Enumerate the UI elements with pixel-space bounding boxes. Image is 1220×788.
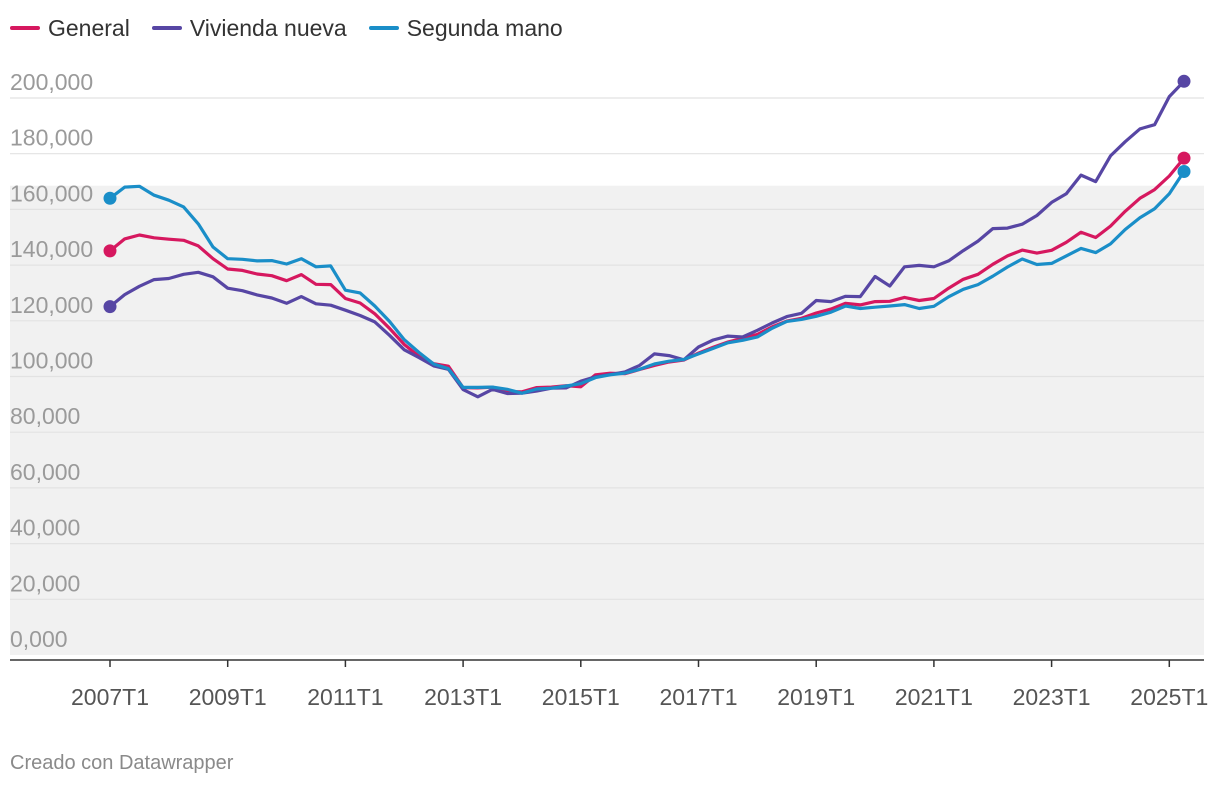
end-point-general[interactable] xyxy=(1177,151,1191,165)
y-tick-label: 140,000 xyxy=(10,236,93,262)
y-tick-label: 80,000 xyxy=(10,403,80,429)
start-point-general[interactable] xyxy=(103,244,117,258)
start-point-vivienda-nueva[interactable] xyxy=(103,300,117,314)
legend-item-segunda-mano[interactable]: Segunda mano xyxy=(368,14,563,42)
y-tick-label: 0,000 xyxy=(10,626,68,652)
footer-credit: Creado con Datawrapper xyxy=(10,752,234,774)
x-tick-label: 2013T1 xyxy=(424,684,502,710)
y-tick-label: 100,000 xyxy=(10,348,93,374)
series-line-segunda-mano[interactable] xyxy=(108,169,1186,395)
x-tick-label: 2019T1 xyxy=(777,684,855,710)
y-tick-label: 200,000 xyxy=(10,69,93,95)
legend-item-general[interactable]: General xyxy=(10,15,130,42)
start-point-segunda-mano[interactable] xyxy=(103,191,117,205)
legend-label-segunda-mano: Segunda mano xyxy=(406,14,563,41)
end-point-vivienda-nueva[interactable] xyxy=(1177,74,1191,88)
plot-band xyxy=(10,185,1204,656)
y-tick-label: 60,000 xyxy=(10,459,80,485)
x-tick-label: 2011T1 xyxy=(307,684,383,710)
line-chart: 0,000 20,000 40,000 60,000 80,000 100,000 120,… xyxy=(10,69,1208,710)
x-tick-label: 2025T1 xyxy=(1130,684,1208,710)
legend-item-vivienda-nueva[interactable]: Vivienda nueva xyxy=(151,14,347,42)
x-tick-label: 2017T1 xyxy=(659,684,737,710)
y-tick-label: 180,000 xyxy=(10,125,93,151)
x-tick-label: 2015T1 xyxy=(542,684,620,710)
x-tick-label: 2007T1 xyxy=(71,684,149,710)
legend-swatch-general xyxy=(10,26,40,30)
legend-label-vivienda-nueva: Vivienda nueva xyxy=(189,14,347,41)
x-tick-label: 2021T1 xyxy=(895,684,973,710)
y-tick-label: 20,000 xyxy=(10,570,80,596)
end-point-segunda-mano[interactable] xyxy=(1177,165,1191,179)
series-line-vivienda-nueva[interactable] xyxy=(108,79,1186,399)
legend-swatch-vivienda-nueva xyxy=(151,26,182,30)
x-tick-label: 2023T1 xyxy=(1013,684,1091,710)
legend-swatch-segunda-mano xyxy=(368,26,399,30)
chart-legend: General Vivienda nueva Segunda mano xyxy=(10,12,585,44)
y-tick-label: 120,000 xyxy=(10,292,93,318)
y-tick-label: 40,000 xyxy=(10,515,80,541)
y-tick-label: 160,000 xyxy=(10,180,93,206)
x-tick-label: 2009T1 xyxy=(189,684,267,710)
legend-label-general: General xyxy=(48,14,130,41)
